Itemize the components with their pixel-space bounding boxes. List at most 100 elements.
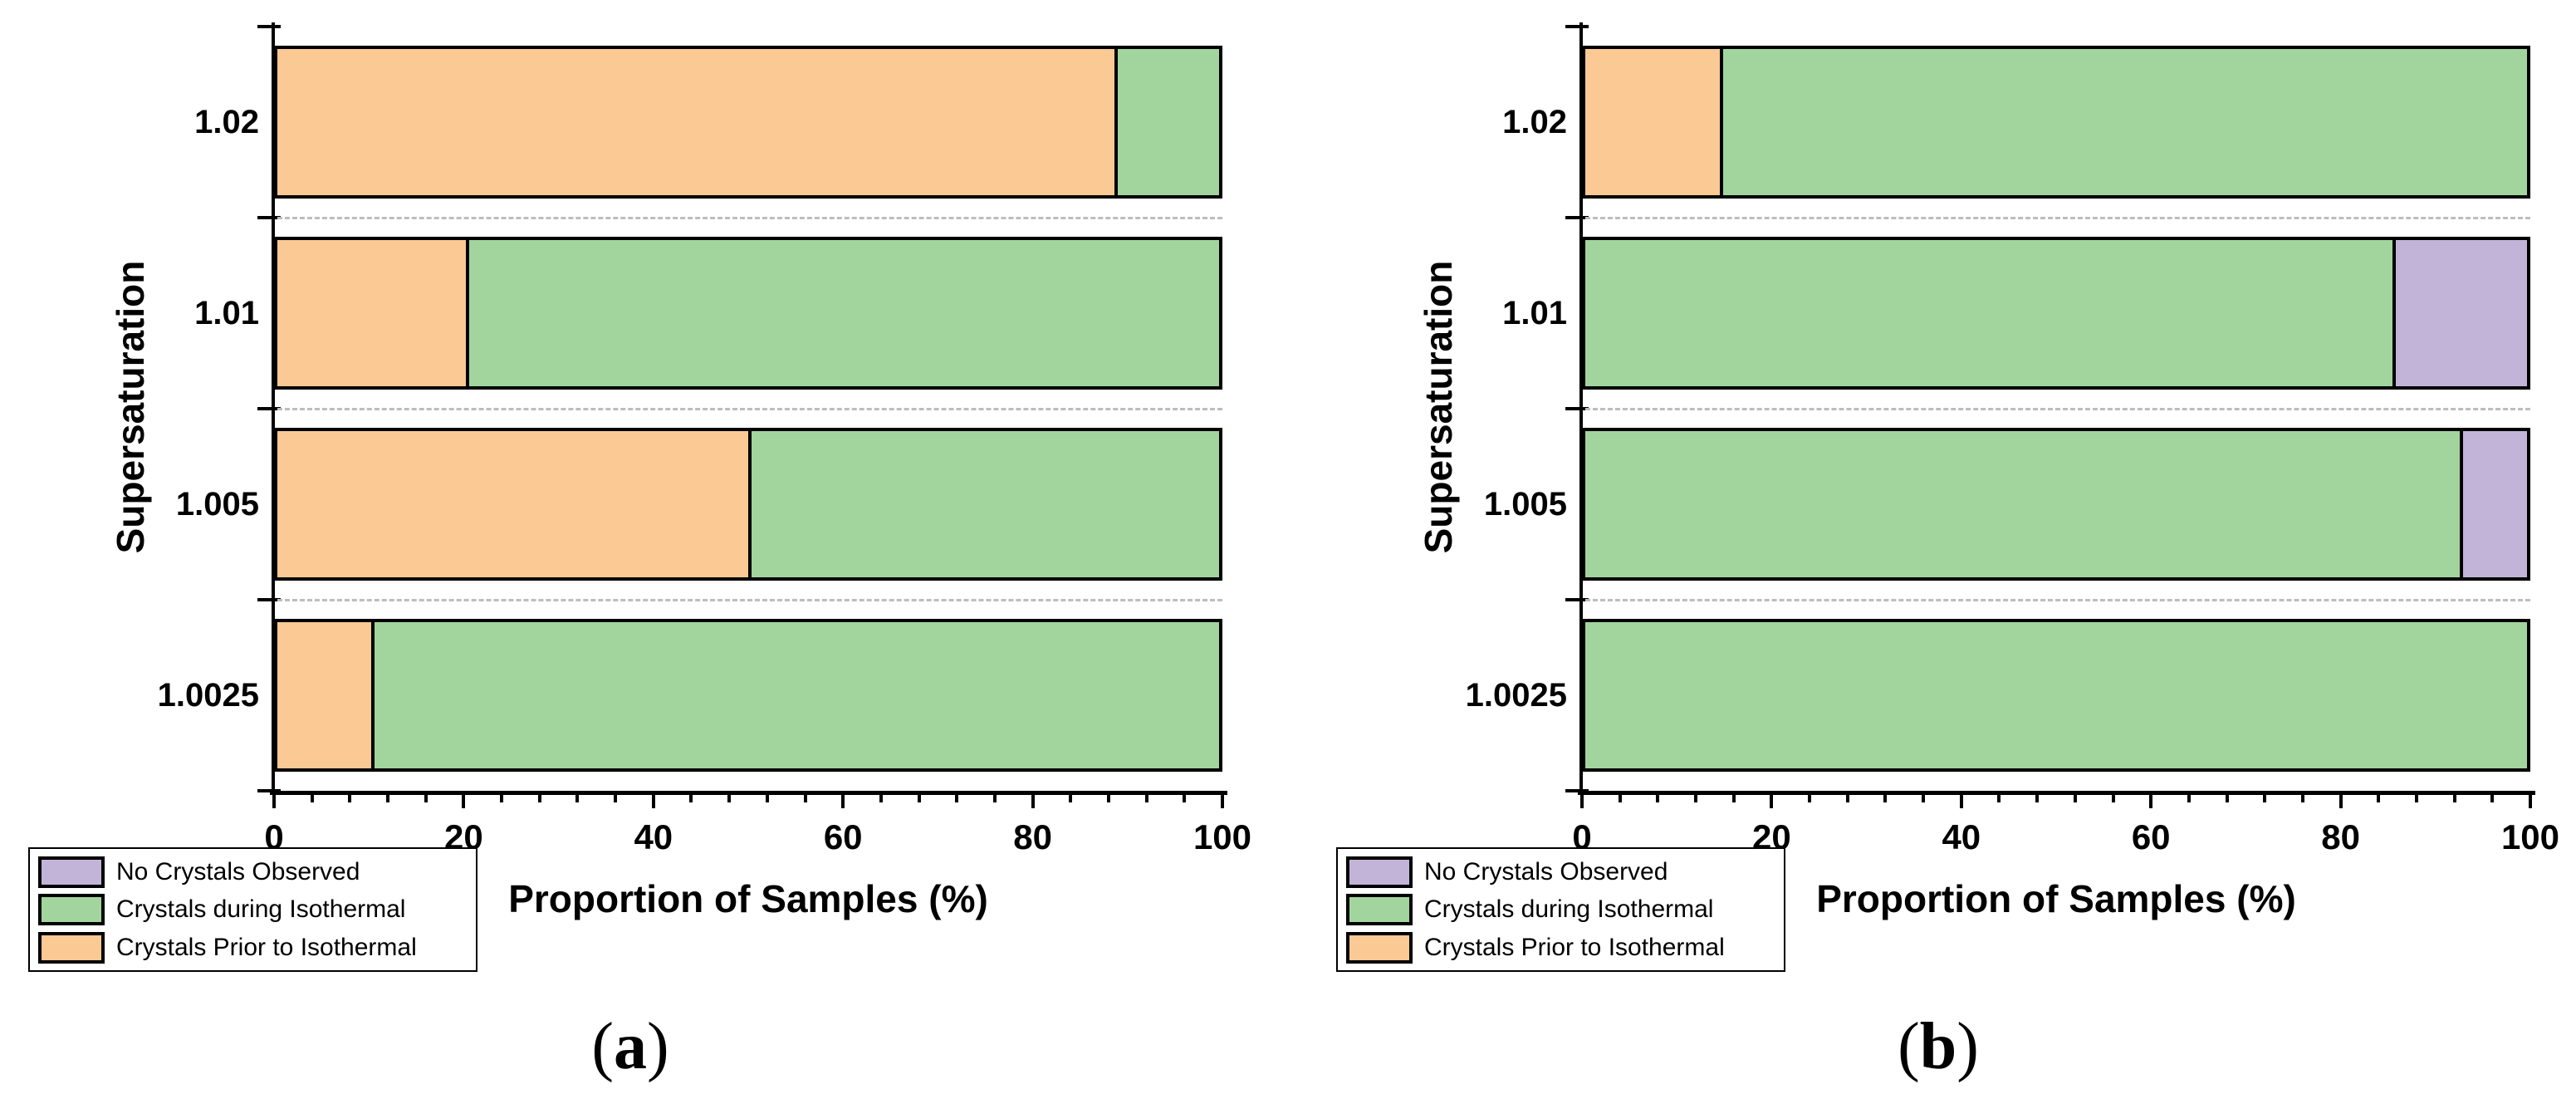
x-axis-minor-tick [310, 795, 314, 802]
x-tick-label: 0 [264, 817, 284, 856]
figure-caption-b: (b) [1855, 1012, 2021, 1082]
legend-label: Crystals Prior to Isothermal [116, 933, 417, 961]
legend-item: Crystals during Isothermal [38, 891, 468, 928]
caption-paren-close: ) [647, 1010, 669, 1083]
y-tick-label: 1.02 [1502, 104, 1567, 140]
x-axis-minor-tick [2225, 795, 2229, 802]
x-axis-minor-tick [955, 795, 959, 802]
figure-caption-a: (a) [547, 1012, 713, 1082]
x-axis-minor-tick [2490, 795, 2495, 802]
legend-label: Crystals during Isothermal [1424, 895, 1714, 923]
bar-segment [2460, 431, 2527, 577]
caption-letter: b [1919, 1010, 1957, 1083]
category-gridline [1585, 599, 2530, 601]
x-axis-minor-tick [1144, 795, 1148, 802]
legend-swatch [1346, 894, 1413, 925]
y-axis-title: Supersaturation [109, 260, 152, 554]
bar-segment [277, 49, 1115, 195]
bar-segment [748, 431, 1219, 577]
panel-a: Supersaturation 1.02 1.01 1.005 1.0025 0 20 4… [28, 22, 1252, 1082]
y-axis-tick [1565, 407, 1589, 410]
x-axis-title: Proportion of Samples (%) [1816, 877, 2296, 920]
x-axis-minor-tick [689, 795, 693, 802]
x-axis-minor-tick [575, 795, 580, 802]
bar-segment [371, 622, 1219, 768]
y-axis-tick [1565, 216, 1589, 219]
y-axis-tick [257, 216, 281, 219]
y-tick-label: 1.01 [1502, 295, 1567, 331]
x-axis-minor-tick [917, 795, 921, 802]
legend-label: Crystals during Isothermal [116, 895, 406, 923]
x-axis-minor-tick [2377, 795, 2381, 802]
bar-segment [277, 240, 466, 386]
legend-swatch [1346, 856, 1413, 888]
x-axis-minor-tick [2263, 795, 2267, 802]
legend-label: No Crystals Observed [116, 857, 360, 886]
y-axis-title: Supersaturation [1417, 260, 1460, 554]
category-gridline [1585, 408, 2530, 410]
category-gridline [277, 217, 1222, 219]
x-axis-minor-tick [1618, 795, 1622, 802]
category-gridline [1585, 217, 2530, 219]
stacked-bar [274, 428, 1222, 581]
legend-item: Crystals during Isothermal [1346, 891, 1775, 928]
x-axis-minor-tick [1694, 795, 1698, 802]
x-axis-minor-tick [500, 795, 504, 802]
bar-segment [1585, 431, 2461, 577]
x-axis-minor-tick [1069, 795, 1073, 802]
caption-paren-open: ( [591, 1010, 614, 1083]
x-axis-minor-tick [2452, 795, 2456, 802]
y-axis-tick [1565, 789, 1589, 792]
x-axis-major-tick [1221, 795, 1224, 808]
caption-paren-close: ) [1956, 1010, 1979, 1083]
x-axis-minor-tick [1845, 795, 1849, 802]
bar-segment [1720, 49, 2527, 195]
stacked-bar [274, 619, 1222, 772]
x-axis-line [1578, 791, 2535, 795]
x-axis-minor-tick [765, 795, 769, 802]
legend-swatch [1346, 931, 1413, 964]
legend-swatch [38, 894, 105, 925]
x-axis-minor-tick [1106, 795, 1110, 802]
x-tick-label: 80 [1013, 817, 1052, 856]
x-tick-label: 100 [2500, 817, 2560, 856]
x-axis-minor-tick [1808, 795, 1812, 802]
x-axis-major-tick [1770, 795, 1774, 808]
bar-segment [1585, 49, 1721, 195]
x-tick-label: 0 [1572, 817, 1592, 856]
stacked-bar [274, 237, 1222, 390]
x-axis-major-tick [651, 795, 655, 808]
x-axis-minor-tick [1183, 795, 1187, 802]
x-axis-major-tick [1031, 795, 1035, 808]
x-axis-minor-tick [348, 795, 352, 802]
x-axis-minor-tick [1883, 795, 1888, 802]
bar-segment [277, 431, 748, 577]
x-tick-label: 60 [2131, 817, 2171, 856]
legend-box: No Crystals Observed Crystals during Isot… [28, 847, 477, 972]
bar-segment [2392, 240, 2527, 386]
x-axis-minor-tick [727, 795, 732, 802]
y-tick-label: 1.005 [1483, 486, 1567, 522]
x-tick-label: 40 [634, 817, 673, 856]
x-axis-minor-tick [1656, 795, 1660, 802]
bar-segment [1585, 240, 2392, 386]
y-axis-tick [1565, 598, 1589, 601]
x-axis-minor-tick [2035, 795, 2040, 802]
bar-segment [465, 240, 1219, 386]
legend-box: No Crystals Observed Crystals during Isot… [1336, 847, 1785, 972]
x-tick-label: 100 [1193, 817, 1252, 856]
x-axis-minor-tick [2187, 795, 2191, 802]
y-tick-label: 1.0025 [157, 677, 259, 714]
x-axis-major-tick [462, 795, 466, 808]
x-axis-minor-tick [992, 795, 997, 802]
x-tick-label: 40 [1942, 817, 1981, 856]
x-axis-minor-tick [386, 795, 390, 802]
x-axis-minor-tick [2111, 795, 2115, 802]
legend-item: No Crystals Observed [1346, 854, 1775, 890]
y-axis-tick [1565, 25, 1589, 28]
stacked-bar [1582, 237, 2530, 390]
x-axis-minor-tick [614, 795, 618, 802]
legend-item: Crystals Prior to Isothermal [1346, 930, 1775, 966]
panel-b: Supersaturation 1.02 1.01 1.005 1.0025 0 20 4… [1308, 0, 2576, 1094]
x-axis-minor-tick [1997, 795, 2001, 802]
